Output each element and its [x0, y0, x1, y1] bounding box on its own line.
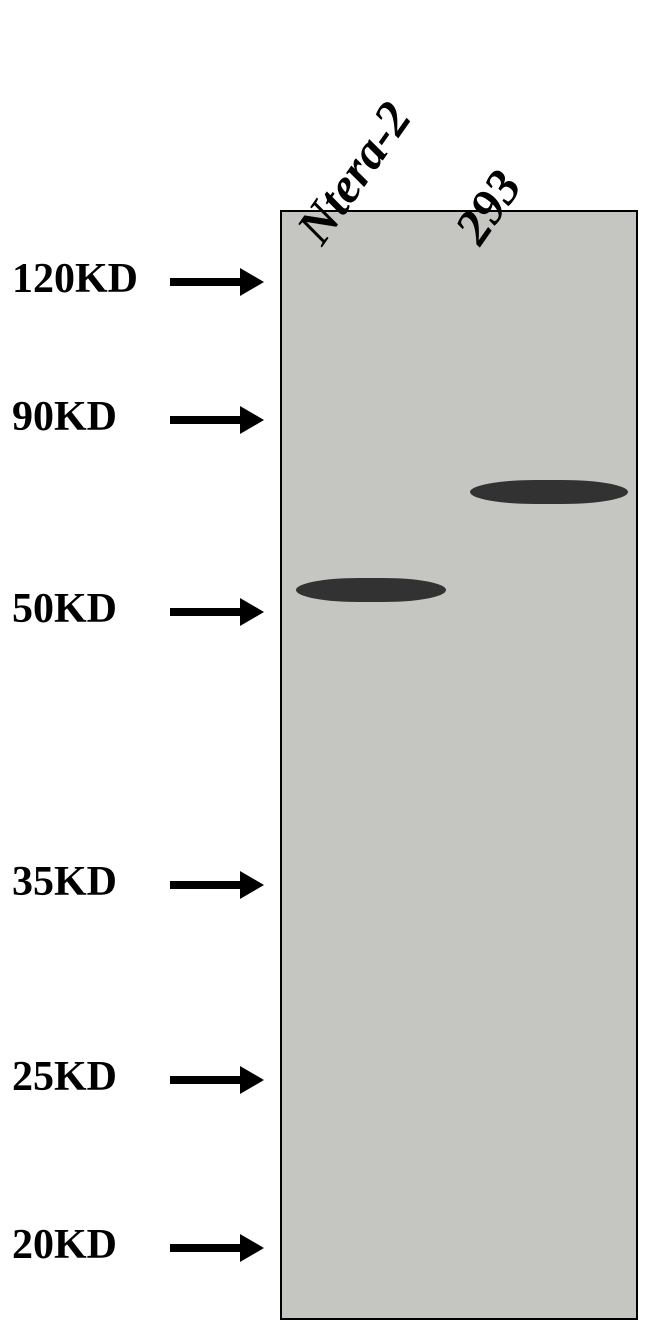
marker-arrow-1 — [170, 406, 264, 434]
arrow-head-icon — [240, 598, 264, 626]
marker-arrow-3 — [170, 871, 264, 899]
marker-arrow-5 — [170, 1234, 264, 1262]
arrow-line-icon — [170, 416, 240, 424]
arrow-head-icon — [240, 406, 264, 434]
arrow-line-icon — [170, 881, 240, 889]
marker-label-1: 90KD — [12, 393, 117, 441]
arrow-line-icon — [170, 278, 240, 286]
arrow-line-icon — [170, 1076, 240, 1084]
marker-label-3: 35KD — [12, 858, 117, 906]
marker-label-5: 20KD — [12, 1221, 117, 1269]
band-1 — [470, 480, 628, 504]
marker-arrow-4 — [170, 1066, 264, 1094]
arrow-line-icon — [170, 608, 240, 616]
arrow-head-icon — [240, 1234, 264, 1262]
marker-label-0: 120KD — [12, 255, 138, 303]
arrow-head-icon — [240, 1066, 264, 1094]
arrow-head-icon — [240, 268, 264, 296]
marker-arrow-2 — [170, 598, 264, 626]
blot-membrane — [280, 210, 638, 1320]
marker-label-4: 25KD — [12, 1053, 117, 1101]
arrow-line-icon — [170, 1244, 240, 1252]
marker-arrow-0 — [170, 268, 264, 296]
figure-container: 120KD 90KD 50KD 35KD 25KD 20KD Ntera-2 2… — [0, 0, 650, 1332]
marker-label-2: 50KD — [12, 585, 117, 633]
arrow-head-icon — [240, 871, 264, 899]
band-0 — [296, 578, 446, 602]
